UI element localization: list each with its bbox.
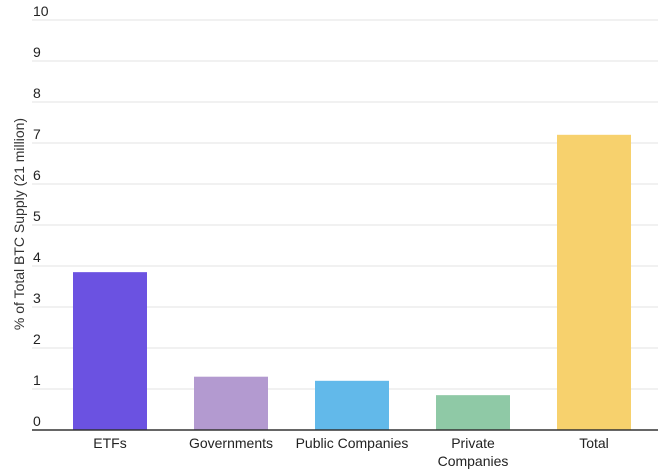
y-tick-label: 1 <box>33 372 41 388</box>
x-category-label: Total <box>579 435 609 451</box>
bar-etfs <box>73 272 147 430</box>
bar-governments <box>194 376 268 430</box>
y-tick-label: 9 <box>33 44 41 60</box>
bar-private-companies <box>436 395 510 430</box>
x-category-label: Governments <box>189 435 273 451</box>
y-tick-label: 2 <box>33 331 41 347</box>
y-tick-label: 7 <box>33 126 41 142</box>
x-category-label: ETFs <box>93 435 126 451</box>
bars <box>73 134 631 431</box>
x-category-labels: ETFs Governments Public Companies Private Co… <box>93 435 609 469</box>
y-tick-label: 3 <box>33 290 41 306</box>
x-category-label-line: Governments <box>189 435 273 451</box>
y-tick-labels: 0 1 2 3 4 5 6 7 8 9 10 <box>33 3 49 429</box>
bar-public-companies <box>315 380 389 430</box>
x-category-label-line: Public Companies <box>296 435 409 451</box>
x-category-label-line: ETFs <box>93 435 126 451</box>
bar-total <box>557 134 631 431</box>
x-category-label: Public Companies <box>296 435 409 451</box>
x-category-label-line: Total <box>579 435 609 451</box>
x-category-label: Private Companies <box>438 435 509 469</box>
x-category-label-line: Companies <box>438 453 509 469</box>
y-tick-label: 4 <box>33 249 41 265</box>
y-tick-label: 6 <box>33 167 41 183</box>
y-axis-label: % of Total BTC Supply (21 million) <box>11 118 27 330</box>
y-tick-label: 10 <box>33 3 49 19</box>
y-tick-label: 5 <box>33 208 41 224</box>
y-tick-label: 8 <box>33 85 41 101</box>
x-category-label-line: Private <box>451 435 495 451</box>
y-tick-label: 0 <box>33 413 41 429</box>
